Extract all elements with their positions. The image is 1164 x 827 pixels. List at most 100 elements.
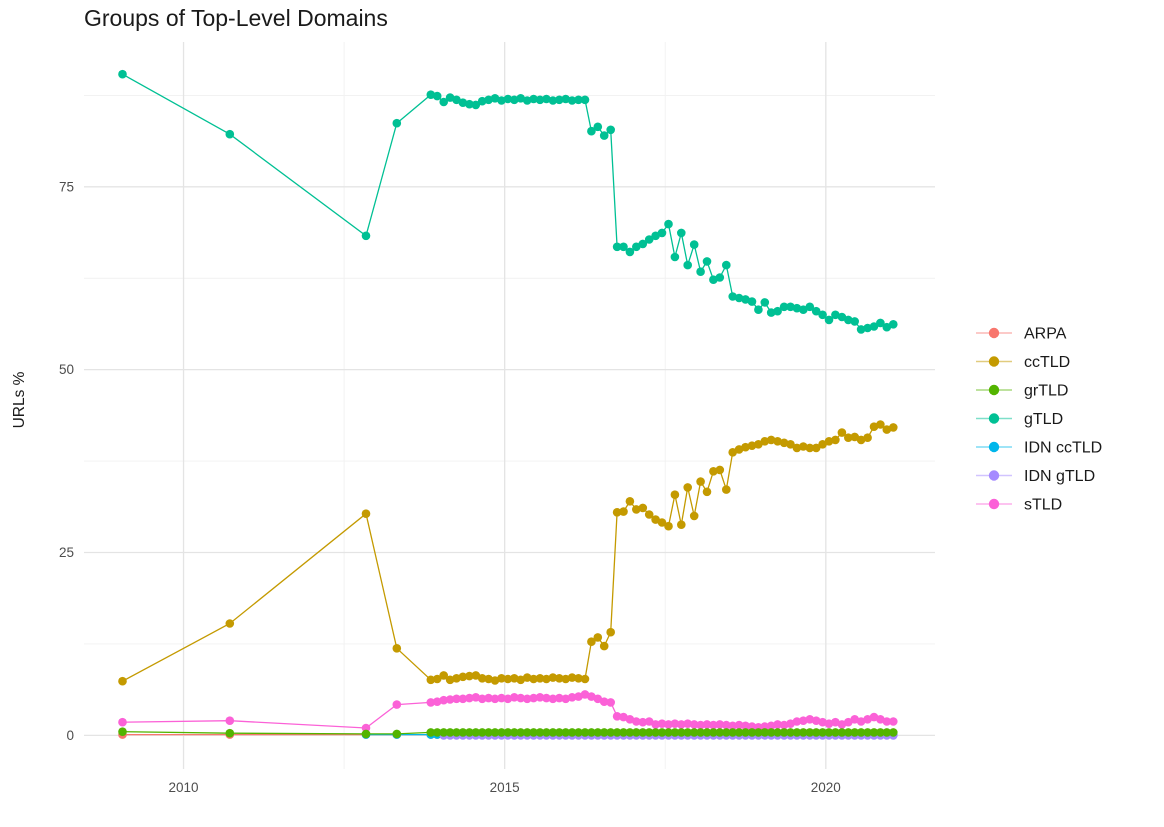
data-point-cctld (702, 487, 712, 497)
legend-item-grtld: grTLD (976, 383, 1068, 400)
data-point-gtld (805, 302, 815, 312)
data-point-grtld (225, 728, 235, 738)
legend-label: ccTLD (1024, 354, 1070, 371)
data-point-grtld (824, 728, 834, 737)
data-point-gtld (696, 267, 705, 277)
data-point-gtld (632, 242, 641, 252)
legend-key-dot (988, 413, 1000, 424)
data-point-grtld (856, 728, 866, 737)
data-point-gtld (831, 310, 840, 320)
data-point-stld (741, 721, 750, 731)
data-point-grtld (850, 728, 859, 737)
data-point-stld (638, 717, 648, 727)
data-point-gtld (612, 242, 622, 252)
data-point-gtld (599, 131, 609, 140)
data-point-grtld (445, 728, 455, 737)
data-point-cctld (818, 440, 827, 449)
data-point-grtld (599, 728, 609, 737)
data-point-stld (458, 694, 468, 704)
data-point-stld (612, 712, 622, 721)
data-point-stld (632, 717, 641, 726)
data-point-gtld (715, 273, 725, 282)
data-point-stld (574, 692, 583, 701)
data-point-stld (118, 717, 127, 727)
data-point-gtld (361, 231, 371, 241)
data-point-gtld (773, 306, 782, 316)
data-point-cctld (542, 674, 551, 684)
data-point-grtld (612, 728, 622, 737)
data-point-stld (715, 720, 725, 729)
data-point-grtld (805, 728, 815, 737)
legend-label: gTLD (1024, 411, 1063, 428)
data-point-cctld (548, 673, 558, 682)
legend-key-dot (988, 498, 1000, 510)
data-point-cctld (522, 673, 532, 682)
data-point-stld (889, 717, 898, 726)
data-point-cctld (799, 442, 808, 451)
data-point-grtld (889, 728, 898, 737)
data-point-stld (497, 693, 506, 703)
data-point-gtld (574, 95, 583, 105)
data-point-stld (477, 694, 487, 704)
data-point-stld (779, 720, 789, 730)
data-point-cctld (741, 442, 750, 452)
data-point-stld (683, 719, 692, 728)
data-point-cctld (850, 432, 859, 442)
data-point-grtld (555, 728, 564, 737)
data-point-grtld (766, 728, 776, 737)
data-point-cctld (844, 433, 853, 443)
data-point-grtld (779, 728, 789, 737)
data-point-cctld (612, 508, 622, 517)
data-point-stld (844, 717, 853, 727)
data-point-cctld (632, 505, 641, 514)
data-point-grtld (593, 728, 603, 737)
data-point-cctld (625, 497, 635, 506)
data-point-cctld (856, 435, 866, 445)
data-point-gtld (760, 298, 770, 307)
data-point-grtld (535, 728, 545, 737)
data-point-gtld (799, 305, 808, 315)
data-point-gtld (458, 98, 468, 107)
data-point-grtld (722, 728, 731, 737)
data-point-grtld (702, 728, 712, 737)
data-point-cctld (651, 515, 660, 524)
data-point-grtld (689, 728, 699, 737)
series-cctld (118, 420, 898, 686)
data-point-cctld (432, 674, 442, 684)
data-point-gtld (811, 306, 821, 316)
data-point-stld (535, 693, 545, 702)
data-point-grtld (392, 729, 402, 739)
data-point-grtld (728, 728, 737, 737)
data-point-gtld (471, 100, 481, 110)
data-point-gtld (754, 305, 763, 315)
data-point-grtld (734, 728, 744, 737)
data-point-grtld (792, 728, 802, 737)
data-point-stld (567, 693, 577, 702)
data-point-stld (452, 694, 461, 704)
chart-title: Groups of Top-Level Domains (84, 5, 388, 31)
data-point-grtld (741, 728, 750, 737)
data-point-grtld (490, 728, 500, 737)
data-point-cctld (760, 437, 770, 446)
data-point-gtld (477, 96, 487, 106)
data-point-gtld (734, 293, 744, 303)
data-point-stld (439, 695, 449, 705)
data-point-stld (766, 721, 776, 731)
legend-item-idn-gtld: IDN gTLD (976, 468, 1095, 485)
legend-label: sTLD (1024, 497, 1062, 514)
data-point-stld (490, 694, 500, 704)
data-point-grtld (683, 728, 692, 737)
data-point-gtld (452, 95, 461, 105)
data-point-cctld (574, 674, 583, 683)
data-point-stld (392, 700, 402, 709)
data-point-gtld (432, 91, 442, 101)
data-point-grtld (567, 728, 577, 737)
data-point-cctld (606, 627, 615, 637)
data-point-cctld (831, 435, 840, 445)
legend-key-dot (988, 327, 1000, 339)
grid-lines (84, 42, 935, 769)
data-point-cctld (392, 644, 402, 653)
data-point-grtld (465, 728, 474, 737)
data-point-gtld (529, 94, 538, 104)
legend: ARPA ccTLD grTLD gTLD IDN ccTLD IDN gTLD sTLD (976, 326, 1102, 514)
